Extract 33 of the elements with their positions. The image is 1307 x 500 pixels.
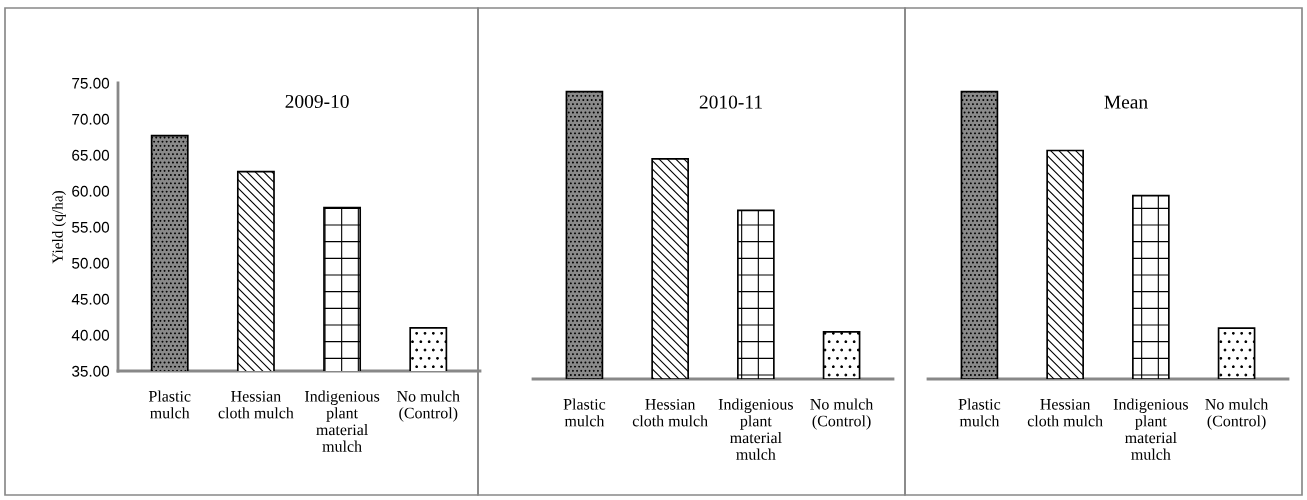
y-tick-label: 70.00: [72, 113, 110, 125]
y-tick-label: 50.00: [72, 257, 110, 269]
bar: [822, 331, 861, 379]
x-tick-label: Indigenious plant material mulch: [1113, 398, 1188, 460]
bar: [651, 158, 689, 379]
x-tick-label: Hessian cloth mulch: [1027, 398, 1103, 427]
bar: [1132, 194, 1170, 379]
y-tick-label: 65.00: [72, 149, 110, 161]
y-tick-label: 60.00: [72, 185, 110, 197]
bar: [1046, 149, 1084, 379]
bar: [960, 90, 999, 379]
x-tick-label: No mulch (Control): [1205, 398, 1269, 430]
x-tick-label: No mulch (Control): [810, 398, 874, 430]
y-axis-title: Yield (q/ha): [52, 190, 66, 264]
y-tick-label: 75.00: [72, 77, 110, 89]
chart-title: 2010-11: [699, 95, 762, 109]
y-tick-label: 55.00: [72, 221, 110, 233]
x-tick-label: Plastic mulch: [148, 390, 191, 419]
y-tick-label: 40.00: [71, 329, 110, 341]
bar: [1217, 327, 1256, 379]
x-tick-label: Hessian cloth mulch: [218, 390, 294, 419]
x-tick-label: Plastic mulch: [958, 398, 1001, 427]
chart-title: Mean: [1104, 95, 1148, 109]
bar: [565, 90, 604, 379]
bar: [737, 209, 775, 379]
x-tick-label: No mulch (Control): [397, 390, 460, 422]
x-tick-label: Indigenious plant material mulch: [718, 398, 793, 460]
x-tick-label: Indigenious plant material mulch: [304, 390, 380, 452]
x-tick-label: Plastic mulch: [563, 398, 606, 427]
x-tick-label: Hessian cloth mulch: [632, 398, 708, 427]
y-tick-label: 35.00: [72, 365, 110, 377]
y-tick-label: 45.00: [71, 293, 110, 305]
chart-title: 2009-10: [285, 94, 349, 109]
